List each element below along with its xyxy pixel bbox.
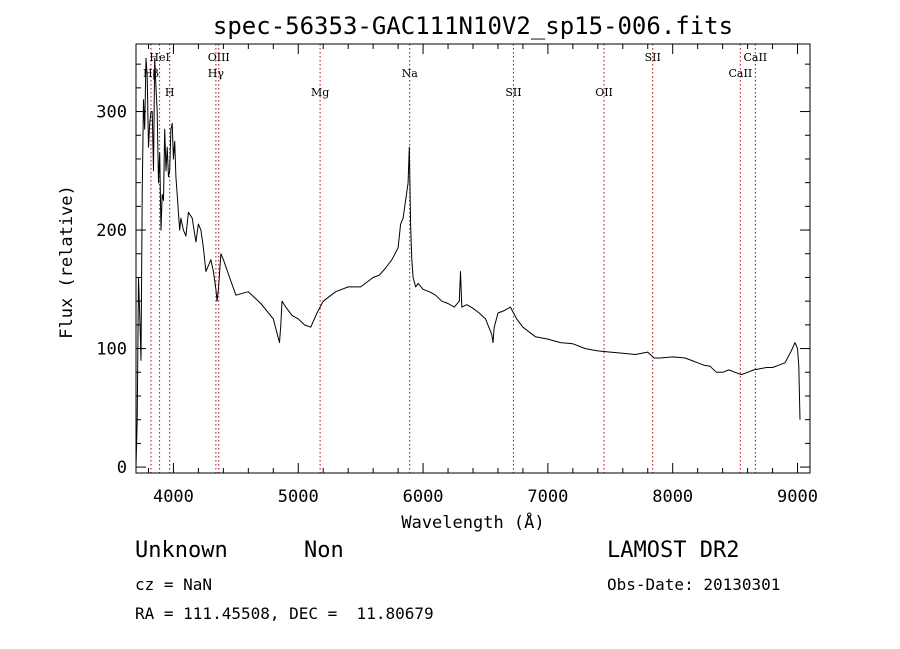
x-axis-label: Wavelength (Å) (401, 511, 544, 533)
line-marker-label: OIII (208, 51, 230, 64)
line-marker-label: CaII (743, 51, 767, 64)
sky-coordinates: RA = 111.45508, DEC = 11.80679 (135, 604, 434, 623)
object-class: Unknown (135, 538, 228, 563)
observation-date: Obs-Date: 20130301 (607, 575, 781, 594)
x-tick-label: 5000 (278, 487, 319, 507)
object-subclass: Non (304, 538, 344, 563)
y-tick-label: 200 (96, 221, 127, 241)
chart-title: spec-56353-GAC111N10V2_sp15-006.fits (213, 12, 733, 40)
x-tick-label: 7000 (527, 487, 568, 507)
line-marker-label: SII (505, 86, 521, 99)
axis-ticks: 4000 5000 6000 7000 8000 9000 0 100 200 300 (96, 44, 818, 507)
plot-frame (135, 43, 811, 474)
x-tick-label: 9000 (777, 487, 818, 507)
x-tick-label: 8000 (652, 487, 693, 507)
y-tick-label: 0 (117, 458, 127, 478)
spectrum-line-0 (135, 57, 801, 468)
line-marker-label: SII (645, 51, 661, 64)
y-tick-label: 100 (96, 340, 127, 360)
survey-name: LAMOST DR2 (607, 538, 740, 563)
y-tick-label: 300 (96, 103, 127, 123)
line-marker-label: HeI (149, 51, 169, 64)
x-tick-label: 4000 (153, 487, 194, 507)
line-marker-label: OII (595, 86, 613, 99)
redshift-cz: cz = NaN (135, 575, 213, 594)
x-tick-label: 6000 (403, 487, 444, 507)
spectrum-series (135, 57, 801, 468)
line-marker-label: Hγ (208, 67, 225, 80)
line-marker-label: Na (402, 67, 419, 80)
line-marker-label: Mg (311, 86, 329, 99)
line-marker-label: CaII (729, 67, 753, 80)
line-marker-label: H (165, 86, 175, 99)
y-axis-label: Flux (relative) (57, 185, 77, 339)
